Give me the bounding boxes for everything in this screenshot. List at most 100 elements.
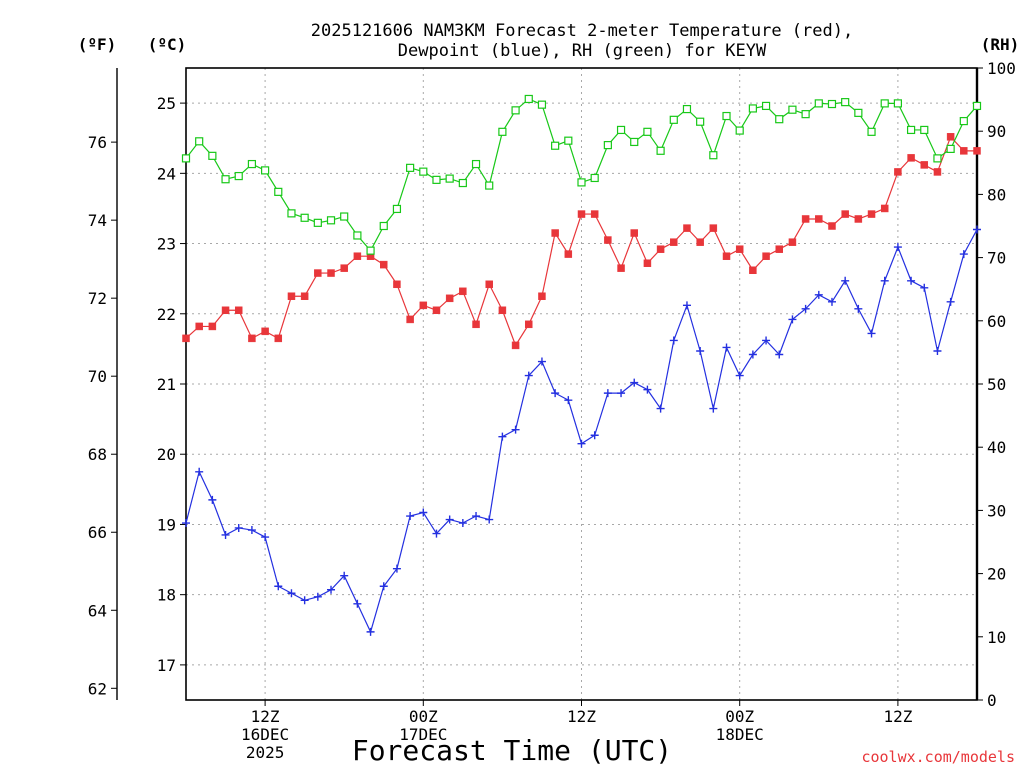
temperature-point [894,168,902,176]
celsius-tick-label: 25 [157,94,176,113]
celsius-tick-label: 23 [157,235,176,254]
dewpoint-point [287,589,296,598]
temperature-point [775,245,783,253]
dewpoint-point [274,582,283,591]
rh-point [498,127,507,136]
dewpoint-point [379,582,388,591]
dewpoint-point [392,564,401,573]
dewpoint-point [195,467,204,476]
temperature-point [617,264,625,272]
dewpoint-point [432,529,441,538]
dewpoint-point [208,495,217,504]
dewpoint-point [234,523,243,532]
rh-point [906,125,916,135]
x-tick-label: 18DEC [716,725,764,744]
temperature-point [604,236,612,244]
temperature-point [841,210,849,218]
temperature-point [735,245,744,253]
dewpoint-point [551,389,560,398]
fahrenheit-tick-label: 64 [88,601,107,620]
temperature-point [933,168,942,176]
dewpoint-point [247,526,256,535]
chart-title-line2: Dewpoint (blue), RH (green) for KEYW [398,41,767,61]
fahrenheit-tick-label: 62 [88,679,107,698]
celsius-tick-label: 22 [157,305,176,324]
temperature-point [973,147,981,155]
x-tick-label: 00Z [725,707,754,726]
dewpoint-point [656,404,665,413]
temperature-point [485,280,493,289]
celsius-tick-label: 20 [157,445,176,464]
temperature-point [419,301,428,310]
dewpoint-point [814,290,823,299]
dewpoint-point [261,533,270,542]
temperature-point [182,334,190,343]
rh-tick-label: 100 [987,59,1016,78]
rh-point [313,218,322,227]
dewpoint-point [590,431,599,440]
dewpoint-point [511,425,520,434]
temperature-point [867,210,876,218]
rh-point [511,106,520,115]
fahrenheit-tick-label: 76 [88,133,107,152]
rh-point [959,116,968,126]
rh-point [221,175,230,184]
fahrenheit-tick-label: 68 [88,445,107,464]
dewpoint-point [182,519,190,528]
dewpoint-point [748,350,757,359]
dewpoint-point [313,592,322,601]
rh-point [458,178,467,188]
temperature-point [854,215,863,223]
temperature-point [340,264,348,272]
dewpoint-point [682,301,691,310]
credit-text: coolwx.com/models [861,748,1015,766]
rh-tick-label: 30 [987,501,1006,520]
dewpoint-point [893,243,902,252]
rh-point [603,141,612,150]
rh-point [854,108,863,117]
temperature-point [287,292,296,300]
x-tick-label: 12Z [883,707,912,726]
dewpoint-point [353,599,362,608]
temperature-point [314,269,322,277]
temperature-point [459,287,467,296]
temperature-point [762,252,770,260]
rh-point [406,163,415,172]
rh-point [524,94,533,104]
dewpoint-point [577,439,586,448]
dewpoint-point [827,297,836,306]
rh-point [972,101,982,111]
rh-point [669,115,678,124]
rh-tick-label: 60 [987,312,1006,331]
rh-tick-label: 70 [987,249,1006,268]
celsius-unit-label: (ºC) [148,35,187,54]
rh-point [709,151,718,160]
temperature-point [406,315,414,324]
rh-point [432,175,441,184]
temperature-point [828,222,836,230]
temperature-point [590,210,599,218]
rh-point [656,146,665,155]
rh-point [616,125,626,135]
dewpoint-point [485,515,494,524]
dewpoint-point [854,304,863,313]
rh-tick-label: 90 [987,122,1006,141]
rh-point [181,154,191,163]
dewpoint-point [630,378,639,387]
dewpoint-point [880,276,889,285]
temperature-point [353,252,362,260]
rh-point [920,125,929,135]
rh-point [630,137,639,147]
x-tick-label: 16DEC [241,725,289,744]
temperature-point [722,252,731,260]
temperature-point [815,215,823,223]
dewpoint-point [920,283,929,292]
dewpoint-point [735,371,744,380]
rh-point [577,178,586,187]
temperature-point [208,322,217,331]
dewpoint-point [564,396,573,405]
rh-point [735,126,744,135]
dewpoint-point [907,276,916,285]
dewpoint-point [340,571,349,580]
rh-point [775,115,784,124]
